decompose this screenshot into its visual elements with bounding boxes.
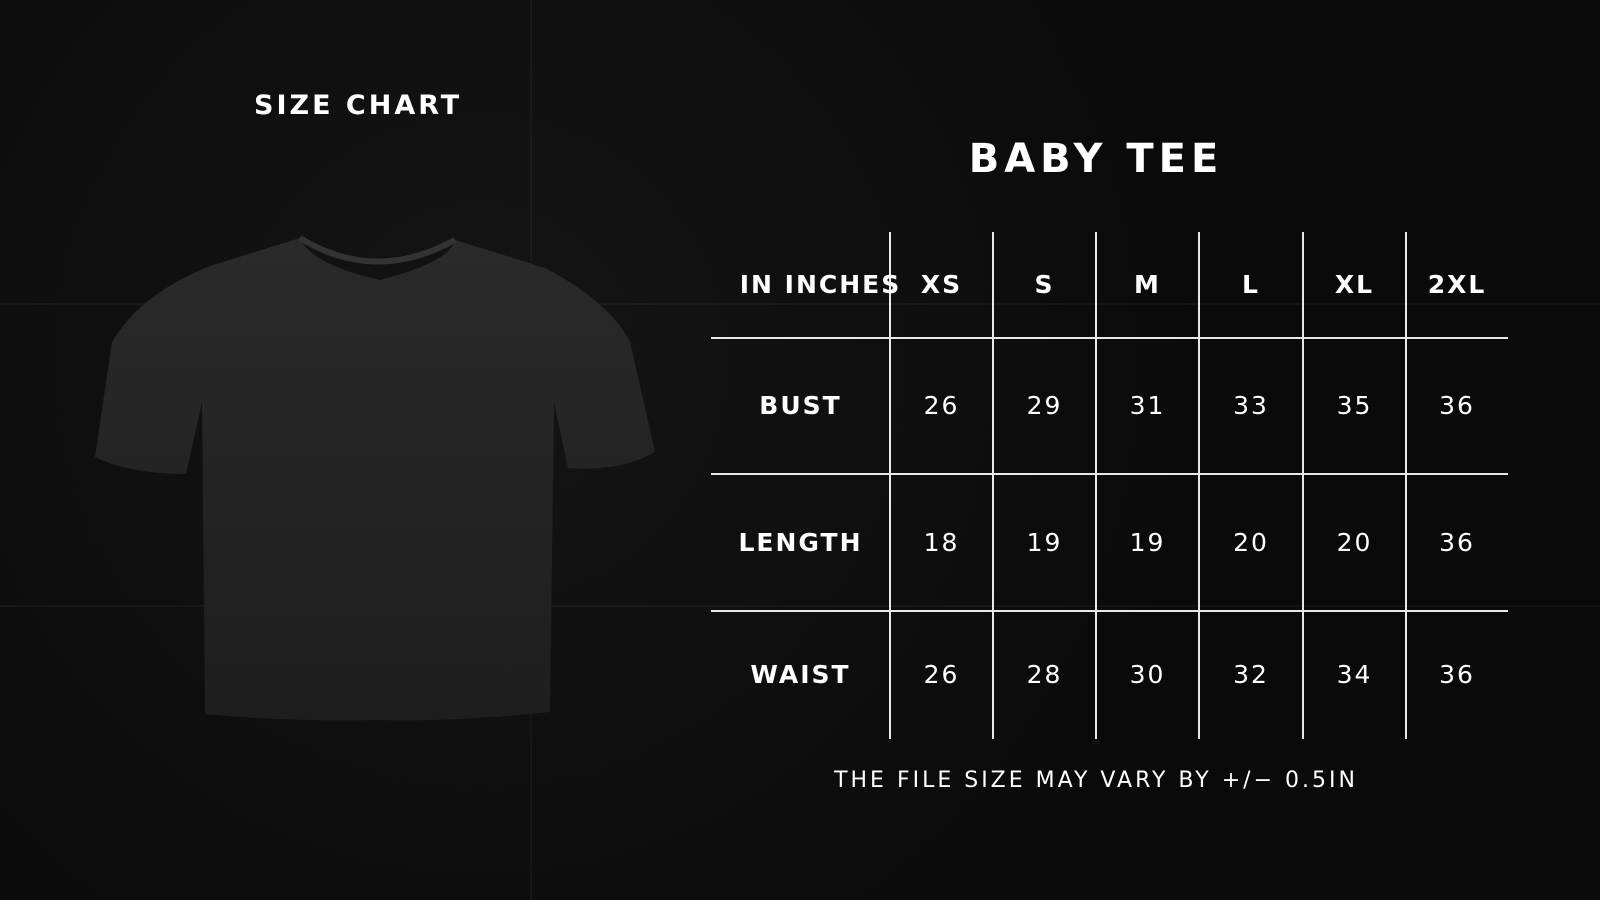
size-header: XS — [920, 270, 963, 299]
measurement-value: 36 — [1439, 391, 1475, 420]
size-header: M — [1134, 270, 1161, 299]
measurement-value: 19 — [1129, 527, 1166, 557]
measurement-value: 36 — [1439, 527, 1475, 557]
size-table: IN INCHES XS S M L XL 2XL BUST 26 29 31 33 35 36 LENGT… — [711, 232, 1508, 739]
measurement-label: WAIST — [750, 660, 851, 689]
measurement-value: 35 — [1336, 391, 1373, 420]
measurement-value: 29 — [1026, 391, 1063, 420]
measurement-value: 20 — [1336, 527, 1373, 557]
texture-seam — [0, 303, 1600, 305]
size-header: S — [1034, 270, 1055, 299]
table-divider — [992, 232, 994, 739]
size-tolerance-note: THE FILE SIZE MAY VARY BY +/− 0.5IN — [834, 768, 1358, 793]
measurement-value: 28 — [1026, 660, 1063, 689]
measurement-value: 34 — [1336, 660, 1373, 689]
table-divider — [889, 232, 891, 739]
table-divider — [1095, 232, 1097, 739]
table-divider — [711, 610, 1508, 612]
measurement-value: 32 — [1233, 660, 1269, 689]
measurement-value: 19 — [1026, 527, 1063, 557]
measurement-value: 26 — [923, 391, 960, 420]
table-divider — [1405, 232, 1407, 739]
texture-seam — [0, 605, 1600, 607]
size-header: XL — [1334, 270, 1375, 299]
baby-tee-image — [95, 235, 655, 721]
table-divider — [1198, 232, 1200, 739]
measurement-value: 33 — [1233, 391, 1269, 420]
size-header: 2XL — [1427, 270, 1487, 299]
measurement-value: 36 — [1439, 660, 1475, 689]
table-divider — [711, 473, 1508, 475]
measurement-value: 30 — [1129, 660, 1166, 689]
size-header: L — [1242, 270, 1260, 299]
measurement-label: LENGTH — [738, 527, 863, 557]
measurement-value: 18 — [923, 527, 960, 557]
measurement-value: 26 — [923, 660, 960, 689]
table-divider — [1302, 232, 1304, 739]
product-title: BABY TEE — [968, 136, 1224, 182]
measurement-value: 31 — [1129, 391, 1166, 420]
measurement-value: 20 — [1233, 527, 1269, 557]
table-divider — [711, 337, 1508, 339]
measurement-label: BUST — [759, 391, 842, 420]
unit-label: IN INCHES — [739, 270, 902, 299]
size-chart-heading: SIZE CHART — [254, 90, 463, 121]
